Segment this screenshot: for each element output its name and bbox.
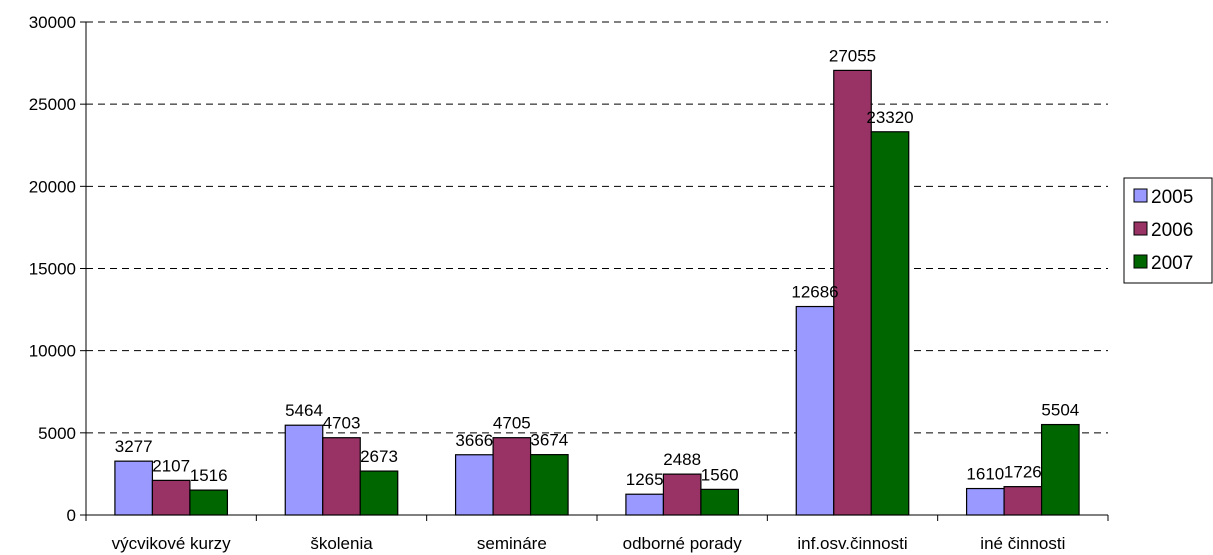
bar-2006 <box>834 70 872 515</box>
bar-2005 <box>967 489 1005 515</box>
bar-2006 <box>323 438 361 515</box>
data-label: 23320 <box>866 108 913 127</box>
bar-2007 <box>531 455 569 515</box>
data-label: 1516 <box>190 466 228 485</box>
data-label: 4703 <box>323 414 361 433</box>
bar-2007 <box>360 471 398 515</box>
data-label: 5464 <box>285 401 323 420</box>
data-label: 2107 <box>152 456 190 475</box>
axes <box>86 22 1108 521</box>
y-tick-label: 20000 <box>29 177 76 196</box>
data-label: 1610 <box>966 465 1004 484</box>
bar-2006 <box>152 480 190 515</box>
x-category-label: výcvikové kurzy <box>112 534 232 553</box>
bar-2007 <box>1042 425 1080 515</box>
bar-2006 <box>493 438 531 515</box>
y-axis-ticks: 0 5000 10000 15000 20000 25000 30000 <box>29 13 86 525</box>
data-label: 27055 <box>829 46 876 65</box>
data-label: 12686 <box>791 283 838 302</box>
bar-2005 <box>626 494 664 515</box>
bar-2005 <box>456 455 494 515</box>
legend: 2005 2006 2007 <box>1124 178 1212 283</box>
data-label: 5504 <box>1041 401 1079 420</box>
bar-2005 <box>115 461 152 515</box>
data-label: 1265 <box>626 470 664 489</box>
bar-2006 <box>663 474 701 515</box>
x-axis-categories: výcvikové kurzy školenia semináre odborné p… <box>112 534 1066 553</box>
data-label: 2673 <box>360 447 398 466</box>
y-tick-label: 30000 <box>29 13 76 32</box>
data-label: 3666 <box>455 431 493 450</box>
x-category-label: odborné porady <box>623 534 743 553</box>
gridlines <box>86 22 1108 433</box>
x-category-label: semináre <box>477 534 547 553</box>
legend-swatch <box>1134 222 1147 235</box>
data-label: 3277 <box>115 437 153 456</box>
bar-2007 <box>871 132 909 515</box>
data-label: 3674 <box>530 431 568 450</box>
bars <box>115 70 1079 515</box>
data-label: 2488 <box>663 450 701 469</box>
x-category-label: školenia <box>310 534 373 553</box>
y-tick-label: 10000 <box>29 342 76 361</box>
y-tick-label: 15000 <box>29 260 76 279</box>
y-tick-label: 25000 <box>29 95 76 114</box>
x-category-label: iné činnosti <box>980 534 1065 553</box>
legend-label: 2007 <box>1151 253 1193 274</box>
x-category-label: inf.osv.činnosti <box>797 534 907 553</box>
bar-2007 <box>190 490 228 515</box>
legend-swatch <box>1134 189 1147 202</box>
legend-label: 2006 <box>1151 220 1193 241</box>
legend-label: 2005 <box>1151 187 1193 208</box>
data-label: 1726 <box>1004 463 1042 482</box>
y-tick-label: 5000 <box>38 424 76 443</box>
bar-2005 <box>796 307 834 515</box>
data-label: 1560 <box>701 465 739 484</box>
bar-2006 <box>1004 487 1041 515</box>
data-label: 4705 <box>493 414 531 433</box>
bar-2007 <box>701 489 739 515</box>
legend-swatch <box>1134 255 1147 268</box>
bar-2005 <box>285 425 323 515</box>
y-tick-label: 0 <box>67 506 76 525</box>
